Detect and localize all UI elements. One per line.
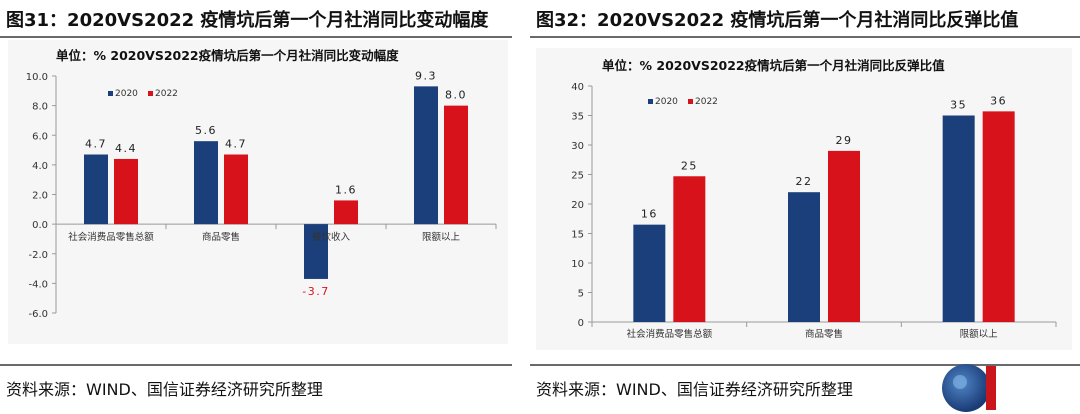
legend-swatch-2020 [108,91,113,96]
data-label-2020-2: -3.7 [302,285,329,298]
y-tick-label: 8.0 [32,102,48,113]
x-category-label: 商品零售 [202,231,240,243]
x-category-label: 限额以上 [960,328,999,340]
title-divider [0,36,512,38]
y-tick-label: 15 [571,230,584,241]
chart-area: 单位：% 2020VS2022疫情坑后第一个月社消同比变动幅度 10.0 8.0 6.… [8,40,508,344]
x-category-label: 限额以上 [422,231,461,243]
legend-label-2020: 2020 [655,97,678,107]
legend-swatch-2020 [648,99,653,104]
chart-title: 单位：% 2020VS2022疫情坑后第一个月社消同比反弹比值 [602,58,945,73]
y-tick-label: -6.0 [28,309,48,320]
source-divider [0,364,512,366]
figure-title: 图31：2020VS2022 疫情坑后第一个月社消同比变动幅度 [6,10,489,31]
data-label-2022-1: 29 [836,134,853,147]
bar-2020-3 [414,86,438,225]
data-label-2020-1: 22 [796,175,813,188]
y-tick-label: 6.0 [32,131,48,142]
bar-2022-2 [982,111,1015,322]
data-label-2020-2: 35 [950,99,967,112]
y-tick-label: 4.0 [32,161,48,172]
y-tick-label: 0 [578,318,584,329]
y-tick-label: 2.0 [32,191,48,202]
y-tick-label: 10.0 [26,72,48,83]
data-label-2020-1: 5.6 [195,124,217,137]
bar-2020-2 [304,224,328,279]
bar-2020-2 [942,115,975,322]
bar-2020-1 [788,192,820,322]
bar-2022-2 [334,200,358,225]
source-note: 资料来源：WIND、国信证券经济研究所整理 [536,380,853,399]
x-category-label: 商品零售 [805,328,843,340]
data-label-2020-0: 16 [641,208,658,221]
bar-2022-1 [828,150,860,322]
brand-logo-icon [942,364,996,412]
chart-area: 单位：% 2020VS2022疫情坑后第一个月社消同比反弹比值 40 35 30 25 2… [536,48,1072,350]
data-label-2020-0: 4.7 [85,138,107,151]
legend-label-2022: 2022 [695,97,718,107]
y-tick-label: -4.0 [28,279,48,290]
data-label-2022-0: 25 [681,159,698,172]
figure-31: 图31：2020VS2022 疫情坑后第一个月社消同比变动幅度 单位：% 202… [0,0,512,414]
bar-2020-0 [633,224,666,322]
bar-chart-change: 单位：% 2020VS2022疫情坑后第一个月社消同比变动幅度 10.0 8.0 6.… [26,48,497,320]
source-divider [530,364,1080,366]
bar-2020-1 [194,141,218,225]
data-label-2022-2: 1.6 [335,183,357,196]
y-tick-label: 30 [571,141,584,152]
bar-2022-1 [224,154,248,225]
y-tick-label: -2.0 [28,250,48,261]
figure-title: 图32：2020VS2022 疫情坑后第一个月社消同比反弹比值 [536,10,1019,31]
legend-label-2020: 2020 [115,89,138,99]
y-tick-label: 40 [571,82,584,93]
x-category-label: 社会消费品零售总额 [627,328,713,340]
source-note: 资料来源：WIND、国信证券经济研究所整理 [6,380,323,399]
title-divider [530,36,1080,38]
y-tick-label: 0.0 [32,220,48,231]
data-label-2022-2: 36 [990,94,1007,107]
x-category-label: 社会消费品零售总额 [68,231,154,243]
data-label-2022-1: 4.7 [225,138,247,151]
bar-2020-0 [84,154,108,225]
x-category-label: 餐饮收入 [312,231,351,243]
y-tick-label: 5 [578,289,584,300]
y-tick-label: 10 [571,259,584,270]
legend-swatch-2022 [148,91,153,96]
y-tick-label: 35 [571,112,584,123]
bar-chart-rebound: 单位：% 2020VS2022疫情坑后第一个月社消同比反弹比值 40 35 30 25 2… [571,58,1057,340]
data-label-2022-3: 8.0 [445,89,467,102]
legend-swatch-2022 [688,99,693,104]
data-label-2022-0: 4.4 [115,142,137,155]
y-tick-label: 25 [571,171,584,182]
data-label-2020-3: 9.3 [415,69,437,82]
y-tick-label: 20 [571,200,584,211]
bar-2022-3 [444,105,468,225]
bar-2022-0 [673,176,706,322]
bar-2022-0 [114,158,138,225]
chart-title: 单位：% 2020VS2022疫情坑后第一个月社消同比变动幅度 [56,48,399,63]
figure-32: 图32：2020VS2022 疫情坑后第一个月社消同比反弹比值 单位：% 202… [530,0,1080,414]
legend-label-2022: 2022 [155,89,178,99]
